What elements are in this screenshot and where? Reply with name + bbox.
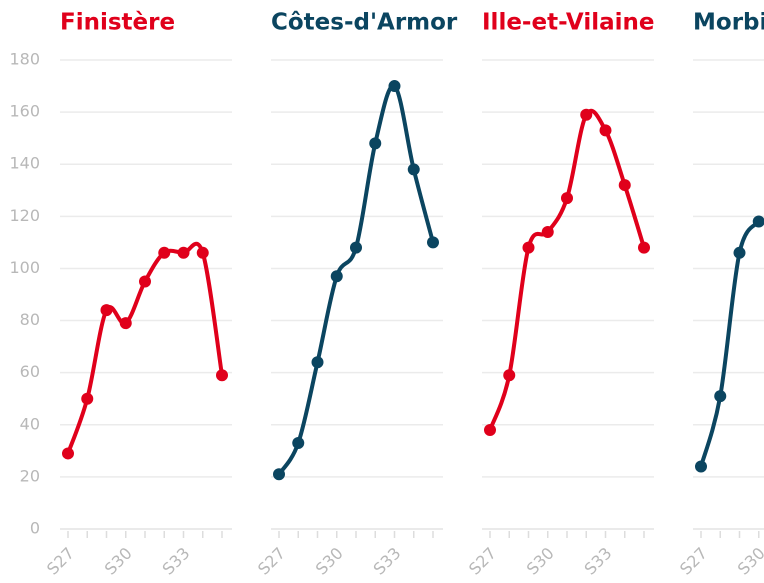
series-line (699, 219, 761, 469)
data-point (81, 392, 94, 405)
data-point (638, 241, 650, 254)
data-point (139, 275, 151, 288)
y-tick-label: 40 (20, 414, 40, 433)
data-point (292, 437, 305, 450)
x-tick-label: S27 (676, 544, 711, 579)
x-tick-label: S33 (158, 544, 193, 579)
data-point (522, 241, 535, 254)
data-point (484, 423, 496, 436)
series-line (66, 241, 224, 456)
panel-title: Morbihan (693, 10, 764, 36)
data-point (311, 356, 324, 369)
y-tick-label: 60 (20, 362, 40, 381)
data-point (618, 179, 631, 192)
data-point (273, 468, 285, 481)
y-tick-label: 80 (20, 310, 40, 329)
data-point (350, 241, 362, 254)
panel-title: Côtes-d'Armor (271, 10, 458, 36)
data-point (503, 369, 516, 382)
x-tick-label: S33 (580, 544, 615, 579)
data-point (733, 246, 746, 259)
data-point (752, 215, 764, 228)
x-tick-label: S33 (369, 544, 404, 579)
panel-title: Ille-et-Vilaine (482, 10, 654, 36)
series-line (488, 108, 646, 432)
y-tick-label: 100 (9, 258, 40, 277)
data-point (388, 80, 401, 93)
data-point (427, 236, 439, 249)
x-tick-label: S30 (312, 544, 347, 579)
x-tick-label: S30 (523, 544, 558, 579)
data-point (369, 137, 382, 150)
y-tick-label: 0 (30, 519, 40, 538)
data-point (407, 163, 420, 176)
y-tick-label: 180 (9, 50, 40, 69)
y-tick-label: 160 (9, 102, 40, 121)
data-point (599, 124, 612, 137)
data-point (100, 304, 113, 317)
panel-title: Finistère (60, 10, 175, 36)
data-point (177, 246, 190, 259)
x-tick-label: S27 (254, 544, 289, 579)
x-tick-label: S30 (101, 544, 136, 579)
data-point (216, 369, 228, 382)
x-tick-label: S27 (465, 544, 500, 579)
data-point (158, 246, 171, 259)
data-point (695, 460, 707, 473)
y-tick-label: 20 (20, 466, 40, 485)
data-point (196, 246, 209, 259)
y-tick-label: 120 (9, 206, 40, 225)
data-point (330, 270, 343, 283)
data-point (62, 447, 74, 460)
data-point (580, 108, 593, 121)
data-point (119, 317, 132, 330)
x-tick-label: S27 (43, 544, 78, 579)
series-line (277, 83, 435, 477)
data-point (714, 390, 727, 403)
data-point (561, 192, 573, 205)
data-point (541, 225, 554, 238)
x-tick-label: S30 (734, 544, 764, 579)
y-tick-label: 140 (9, 154, 40, 173)
